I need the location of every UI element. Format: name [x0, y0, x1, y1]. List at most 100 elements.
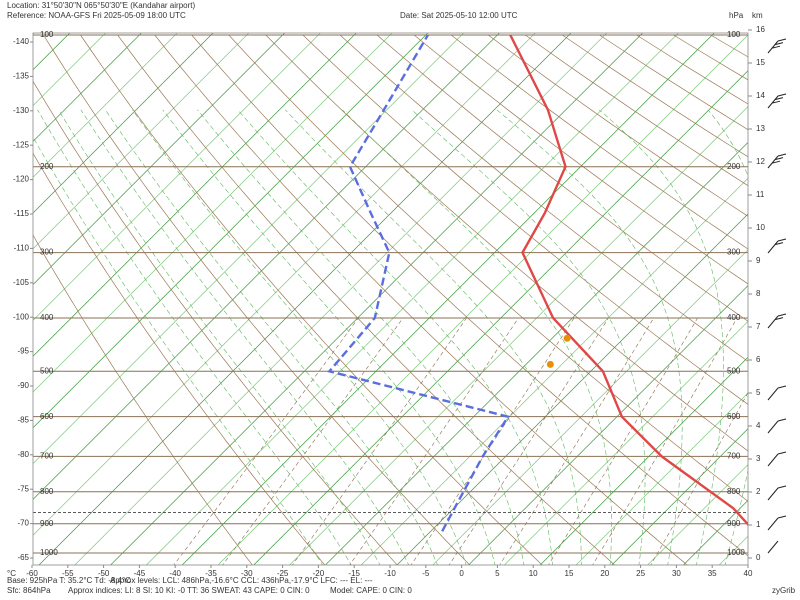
isotherm	[33, 33, 464, 465]
isotherm	[289, 106, 748, 565]
x-tick-label: -10	[384, 569, 396, 578]
level-point	[546, 360, 554, 368]
isotherm	[575, 392, 748, 565]
isotherm	[611, 428, 748, 565]
wind-barb	[767, 153, 787, 169]
pressure-tick-label: 1000	[727, 548, 745, 557]
km-tick-label: 7	[756, 322, 761, 331]
mixing-ratio-line	[349, 317, 519, 565]
left-tick-label: -65	[17, 553, 29, 562]
pressure-tick-label: 100	[727, 30, 741, 39]
height-unit: km	[752, 11, 763, 20]
pressure-label: 300	[40, 248, 54, 257]
x-tick-label: -30	[241, 569, 253, 578]
x-tick-label: 10	[529, 569, 538, 578]
dry-adiabat	[33, 234, 253, 565]
left-tick-label: -140	[13, 37, 30, 46]
isotherm	[38, 33, 572, 565]
pressure-tick-label: 200	[727, 162, 741, 171]
isotherm	[110, 33, 643, 565]
isotherm	[504, 320, 748, 565]
x-tick-label: -45	[134, 569, 146, 578]
km-tick-label: 12	[756, 157, 765, 166]
isotherm	[33, 33, 142, 142]
pressure-label: 200	[40, 162, 54, 171]
km-tick-label: 8	[756, 289, 761, 298]
dry-adiabat	[302, 34, 748, 405]
mixing-ratio-line	[292, 317, 467, 565]
reference: Reference: NOAA-GFS Fri 2025-05-09 18:00…	[7, 11, 186, 20]
x-tick-label: 5	[495, 569, 500, 578]
km-tick-label: 3	[756, 454, 761, 463]
footer-base: Base: 925hPa T: 35.2°C Td: -8.4°C	[7, 576, 131, 585]
footer-model: Model: CAPE: 0 CIN: 0	[330, 586, 412, 595]
left-tick-label: -100	[13, 312, 30, 321]
mixing-ratio-line	[592, 317, 738, 565]
left-tick-label: -130	[13, 106, 30, 115]
left-tick-label: -115	[14, 209, 30, 218]
km-tick-label: 11	[756, 190, 765, 199]
x-tick-label: 25	[636, 569, 645, 578]
pressure-tick-label: 800	[727, 487, 741, 496]
km-tick-label: 14	[756, 91, 765, 100]
left-tick-label: -135	[13, 72, 30, 81]
km-tick-label: 4	[756, 421, 761, 430]
x-tick-label: 20	[600, 569, 609, 578]
wind-barb	[767, 238, 787, 254]
isotherm	[33, 33, 321, 321]
km-tick-label: 10	[756, 223, 765, 232]
left-tick-label: -80	[17, 450, 29, 459]
km-tick-label: 15	[756, 58, 765, 67]
x-tick-label: 30	[672, 569, 681, 578]
km-tick-label: 9	[756, 256, 761, 265]
dry-adiabat	[191, 34, 748, 557]
isotherm	[33, 33, 500, 500]
left-tick-label: -125	[13, 140, 30, 149]
x-tick-label: -40	[169, 569, 181, 578]
pressure-label: 500	[40, 366, 54, 375]
temperature-line	[509, 34, 748, 527]
level-point	[563, 334, 571, 342]
isotherm	[33, 33, 178, 178]
isotherm	[181, 33, 715, 565]
km-tick-label: 5	[756, 388, 761, 397]
location: Location: 31°50'30"N 065°50'30"E (Kandah…	[7, 1, 195, 10]
isotherm	[33, 33, 357, 357]
mixing-ratio-line	[222, 317, 404, 565]
wind-barb	[767, 93, 787, 109]
footer-sfc: Sfc: 864hPa	[7, 586, 51, 595]
pressure-label: 900	[40, 519, 54, 528]
pressure-tick-label: 300	[727, 248, 741, 257]
isotherm	[33, 33, 250, 250]
dry-adiabat	[33, 152, 326, 565]
profiles	[327, 34, 748, 532]
isotherm	[74, 33, 608, 565]
pressure-tick-label: 600	[727, 412, 741, 421]
left-tick-label: -90	[17, 381, 29, 390]
wind-barb	[767, 38, 787, 54]
isotherm	[33, 33, 214, 214]
mixing-ratio-line	[548, 317, 698, 565]
mixing-ratio-line	[173, 317, 359, 565]
dry-adiabat	[117, 34, 616, 565]
isotherm	[647, 464, 748, 565]
pressure-tick-label: 900	[727, 519, 741, 528]
pressure-tick-label: 700	[727, 451, 741, 460]
wind-barb	[767, 451, 787, 467]
left-tick-label: -120	[13, 175, 30, 184]
x-tick-label: 35	[708, 569, 717, 578]
left-tick-label: -70	[17, 519, 29, 528]
pressure-label: 600	[40, 412, 54, 421]
x-tick-label: 0	[459, 569, 464, 578]
left-tick-label: -75	[17, 484, 29, 493]
isotherm	[325, 141, 748, 565]
wind-barb	[767, 313, 787, 329]
left-tick-label: -105	[13, 278, 30, 287]
left-tick-label: -95	[17, 347, 29, 356]
isotherm	[33, 33, 429, 429]
date: Date: Sat 2025-05-10 12:00 UTC	[400, 11, 518, 20]
wind-barb	[767, 385, 787, 401]
dry-adiabat	[228, 34, 748, 502]
pressure-tick-label: 500	[727, 366, 741, 375]
